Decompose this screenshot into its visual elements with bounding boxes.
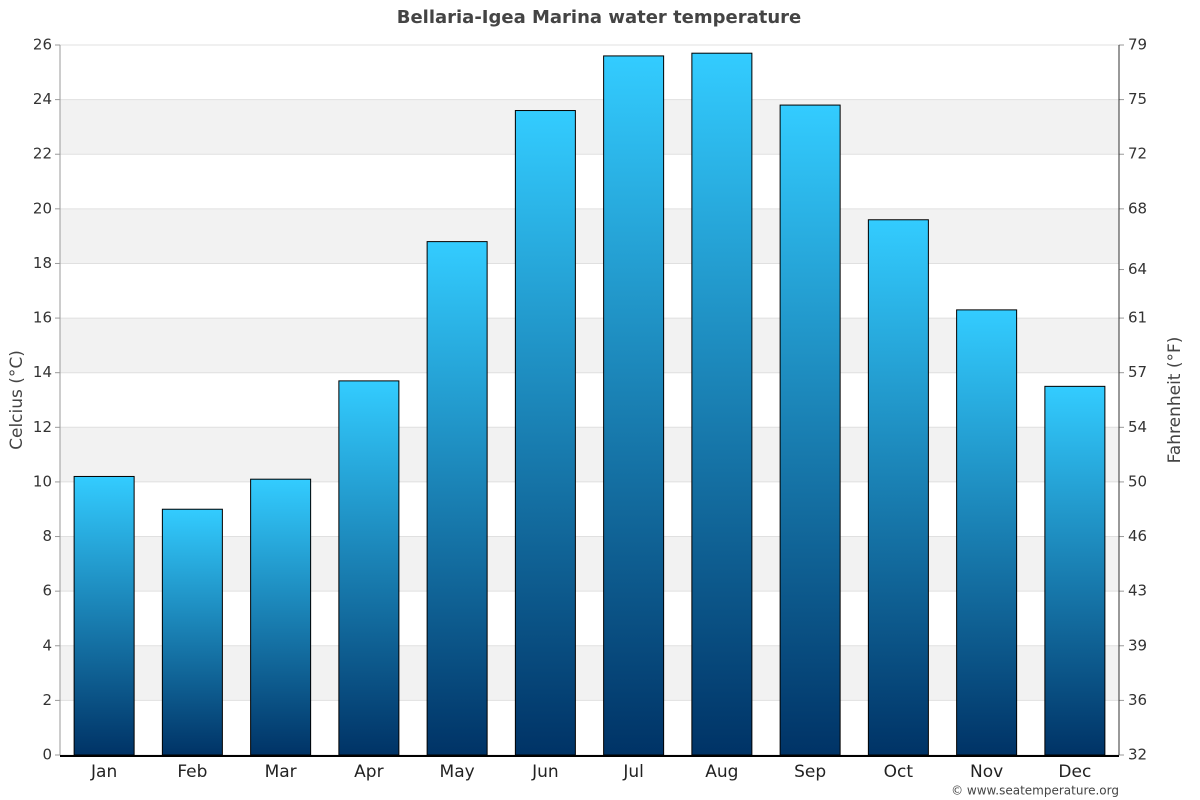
y2-tick-label: 36 [1128, 691, 1147, 709]
y-tick-label: 24 [33, 90, 52, 108]
y-tick-label: 22 [33, 145, 52, 163]
x-tick-label: Jun [531, 762, 559, 782]
grid-band [60, 318, 1119, 373]
y-tick-label: 14 [33, 363, 52, 381]
grid-band [60, 99, 1119, 155]
x-tick-label: Oct [884, 762, 914, 782]
grid-band [60, 645, 1119, 701]
y-tick-label: 12 [33, 418, 52, 436]
bar [691, 52, 753, 756]
y-tick-label: 20 [33, 199, 52, 217]
y-tick-label: 8 [42, 527, 52, 545]
source: © www.seatemperature.org [951, 784, 1119, 798]
x-tick-label: Jul [622, 762, 644, 782]
y-tick-label: 2 [42, 691, 52, 709]
bar [426, 241, 488, 756]
y-tick-label: 16 [33, 309, 52, 327]
y-tick-label: 10 [33, 472, 52, 490]
x-tick-label: Jan [90, 762, 117, 782]
y2-tick-label: 75 [1128, 90, 1147, 108]
y-tick-label: 4 [42, 636, 52, 654]
chart-title: Bellaria-Igea Marina water temperature [397, 7, 802, 28]
y2-tick-label: 54 [1128, 418, 1147, 436]
x-tick-label: Nov [970, 762, 1003, 782]
bar [603, 55, 665, 756]
bar [779, 104, 841, 756]
x-tick-label: Apr [354, 762, 383, 782]
bar [514, 110, 576, 756]
bar [338, 380, 400, 756]
bar [1044, 385, 1106, 756]
y2-tick-label: 50 [1128, 472, 1147, 490]
x-tick-label: Mar [265, 762, 297, 782]
y2-axis-title: Fahrenheit (°F) [1165, 337, 1185, 464]
bar [73, 475, 135, 756]
x-tick-label: May [440, 762, 475, 782]
y-tick-label: 18 [33, 254, 52, 272]
y2-tick-label: 43 [1128, 582, 1147, 600]
y2-tick-label: 61 [1128, 309, 1147, 327]
x-tick-label: Aug [705, 762, 738, 782]
y2-tick-label: 32 [1128, 746, 1147, 764]
bar [867, 219, 929, 756]
y-tick-label: 6 [42, 582, 52, 600]
y2-tick-label: 72 [1128, 145, 1147, 163]
grid-band [60, 536, 1119, 592]
grid-band [60, 427, 1119, 482]
y2-tick-label: 68 [1128, 199, 1147, 217]
y2-tick-label: 79 [1128, 36, 1147, 54]
x-tick-label: Dec [1058, 762, 1091, 782]
y2-tick-label: 57 [1128, 363, 1147, 381]
grid-band [60, 208, 1119, 264]
bar [250, 478, 312, 756]
x-tick-label: Feb [177, 762, 207, 782]
y2-tick-label: 46 [1128, 527, 1147, 545]
y2-tick-label: 64 [1128, 260, 1147, 278]
y-tick-label: 26 [33, 36, 52, 54]
y-axis-title: Celcius (°C) [7, 350, 27, 450]
y-tick-label: 0 [42, 746, 52, 764]
bar [161, 508, 223, 756]
x-tick-label: Sep [794, 762, 826, 782]
y2-tick-label: 39 [1128, 636, 1147, 654]
bar [956, 309, 1018, 756]
